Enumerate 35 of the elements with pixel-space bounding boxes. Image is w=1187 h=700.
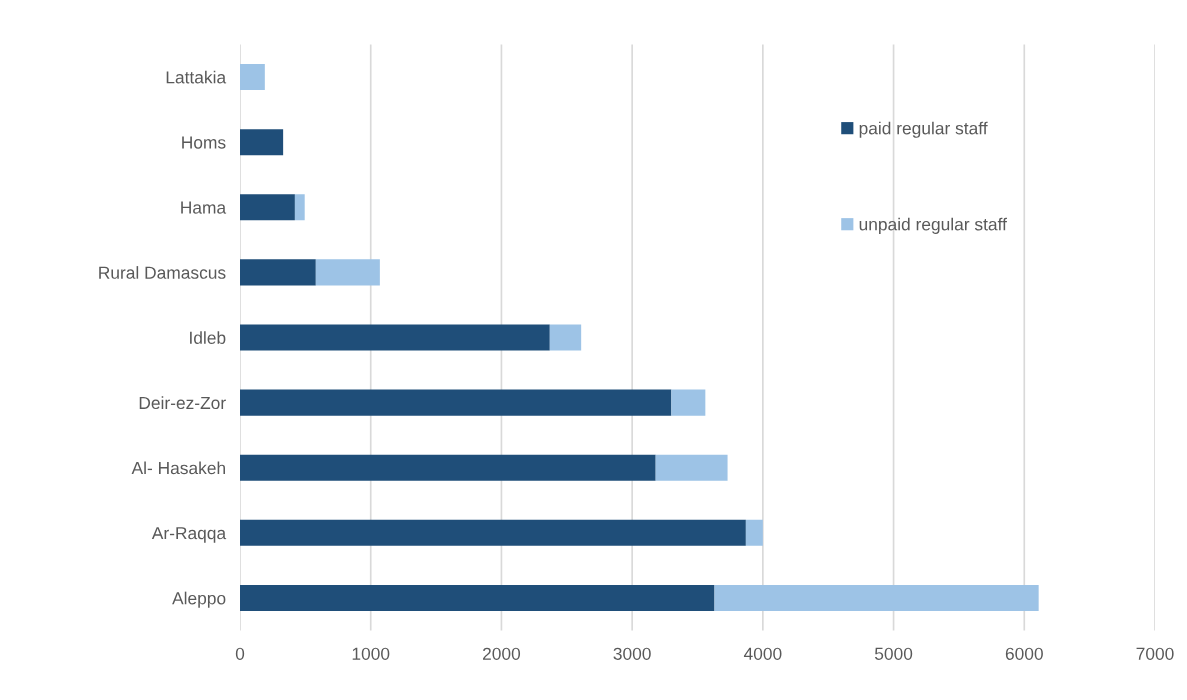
- bar: [549, 324, 582, 351]
- bar: [240, 194, 295, 221]
- y-tick-label: Lattakia: [166, 70, 227, 84]
- legend-label: unpaid regular staff: [859, 217, 1007, 234]
- bar: [240, 519, 746, 546]
- x-tick-label: 0: [235, 647, 245, 660]
- y-tick-label: Rural Damascus: [99, 266, 226, 279]
- y-tick-label: Deir-ez-Zor: [139, 396, 226, 410]
- y-tick-label: Al- Hasakeh: [131, 461, 225, 475]
- x-tick-label: 3000: [613, 647, 651, 660]
- bar: [294, 194, 305, 221]
- bar: [240, 129, 284, 156]
- x-tick-label: 6000: [1005, 647, 1043, 660]
- bar: [745, 519, 763, 546]
- x-tick-label: 5000: [874, 647, 913, 660]
- bar: [240, 389, 672, 416]
- x-tick-label: 1000: [352, 647, 390, 660]
- x-tick-label: 7000: [1136, 647, 1174, 660]
- bar: [240, 64, 265, 91]
- bar: [671, 389, 706, 416]
- bar: [315, 259, 380, 286]
- bar: [714, 584, 1039, 611]
- y-tick-label: Ar-Raqqa: [151, 527, 227, 543]
- y-tick-label: Aleppo: [172, 591, 226, 608]
- bar: [655, 454, 728, 481]
- y-tick-label: Idleb: [190, 331, 226, 344]
- bar: [240, 454, 656, 481]
- x-tick-label: 2000: [482, 647, 521, 660]
- y-tick-label: Homs: [182, 136, 226, 149]
- legend-label: paid regular staff: [859, 121, 988, 138]
- y-tick-label: Hama: [181, 201, 227, 214]
- bar: [240, 584, 715, 611]
- bar: [240, 324, 550, 351]
- x-tick-label: 4000: [743, 647, 782, 660]
- bar: [240, 259, 316, 286]
